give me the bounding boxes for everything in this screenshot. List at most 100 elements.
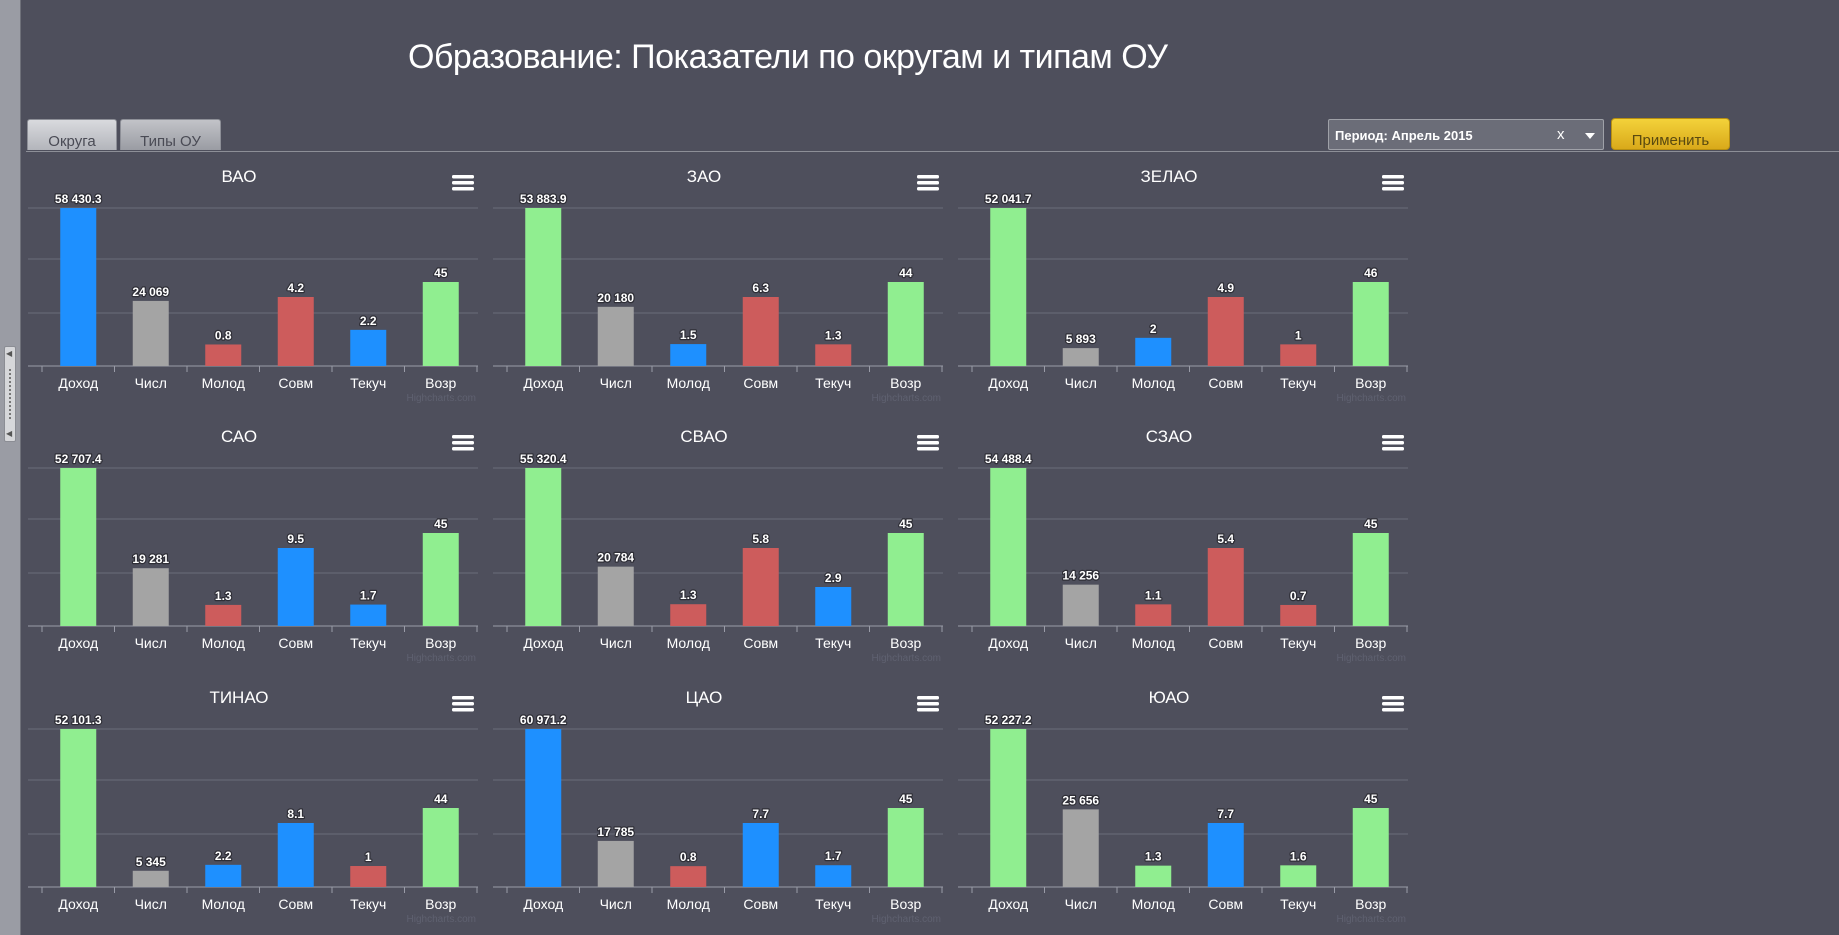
bar-Возр[interactable] <box>422 282 459 366</box>
bar-Числ[interactable] <box>597 566 634 626</box>
bar-Совм[interactable] <box>1207 823 1244 887</box>
category-label: Совм <box>278 375 313 391</box>
bar-Молод[interactable] <box>1135 337 1172 366</box>
sidebar-resize-handle[interactable]: ◀ ◀ <box>4 346 16 442</box>
bar-Молод[interactable] <box>205 344 242 366</box>
category-label: Совм <box>743 896 778 912</box>
highcharts-credit[interactable]: Highcharts.com <box>407 914 476 925</box>
bar-Доход[interactable] <box>60 729 97 887</box>
category-label: Числ <box>1065 635 1097 651</box>
highcharts-credit[interactable]: Highcharts.com <box>1337 914 1406 925</box>
bar-Молод[interactable] <box>670 344 707 366</box>
bar-Числ[interactable] <box>132 568 169 626</box>
highcharts-credit[interactable]: Highcharts.com <box>872 653 941 664</box>
bar-Доход[interactable] <box>990 468 1027 626</box>
menu-icon-line <box>917 696 939 700</box>
bar-Числ[interactable] <box>1062 584 1099 626</box>
bar-Возр[interactable] <box>1352 533 1389 626</box>
data-label: 45 <box>1364 517 1378 531</box>
period-select[interactable]: Период: Апрель 2015 x <box>1328 119 1604 150</box>
data-label: 5 893 <box>1066 332 1096 346</box>
bar-Молод[interactable] <box>1135 865 1172 887</box>
bar-Молод[interactable] <box>1135 604 1172 626</box>
category-label: Молод <box>1132 896 1175 912</box>
bar-Молод[interactable] <box>670 604 707 626</box>
bar-Текуч[interactable] <box>815 344 852 366</box>
bar-Доход[interactable] <box>525 468 562 626</box>
bar-Молод[interactable] <box>670 866 707 887</box>
menu-icon-line <box>917 702 939 706</box>
menu-icon[interactable] <box>917 175 939 191</box>
bar-Текуч[interactable] <box>350 329 387 366</box>
chevron-down-icon[interactable] <box>1585 133 1595 139</box>
bar-Совм[interactable] <box>277 297 314 366</box>
bar-Молод[interactable] <box>205 604 242 626</box>
data-label: 52 707.4 <box>55 452 102 466</box>
bar-Совм[interactable] <box>742 297 779 366</box>
bar-Текуч[interactable] <box>350 604 387 626</box>
bar-Доход[interactable] <box>990 729 1027 887</box>
chart-title: ТИНАО <box>209 688 268 707</box>
bar-Числ[interactable] <box>132 870 169 887</box>
bar-Текуч[interactable] <box>1280 604 1317 626</box>
bar-Возр[interactable] <box>1352 808 1389 887</box>
menu-icon[interactable] <box>1382 175 1404 191</box>
bar-Совм[interactable] <box>742 548 779 626</box>
bar-Числ[interactable] <box>597 840 634 887</box>
bar-Возр[interactable] <box>887 533 924 626</box>
apply-button[interactable]: Применить <box>1611 118 1730 150</box>
bar-Возр[interactable] <box>422 533 459 626</box>
data-label: 1.3 <box>215 589 232 603</box>
data-label: 5.4 <box>1217 532 1234 546</box>
category-label: Молод <box>1132 375 1175 391</box>
bar-Возр[interactable] <box>887 282 924 366</box>
bar-Молод[interactable] <box>205 864 242 887</box>
bar-Совм[interactable] <box>277 823 314 887</box>
menu-icon[interactable] <box>452 696 474 712</box>
menu-icon[interactable] <box>452 175 474 191</box>
bar-Числ[interactable] <box>1062 809 1099 887</box>
bar-Текуч[interactable] <box>1280 344 1317 366</box>
tab-okruga[interactable]: Округа <box>27 119 117 150</box>
bar-Доход[interactable] <box>525 208 562 366</box>
category-label: Возр <box>1355 896 1386 912</box>
bar-Текуч[interactable] <box>815 587 852 626</box>
bar-Текуч[interactable] <box>815 865 852 887</box>
highcharts-credit[interactable]: Highcharts.com <box>407 653 476 664</box>
menu-icon-line <box>452 175 474 179</box>
bar-Возр[interactable] <box>1352 282 1389 366</box>
menu-icon[interactable] <box>452 435 474 451</box>
category-label: Молод <box>667 896 710 912</box>
menu-icon[interactable] <box>917 435 939 451</box>
bar-Возр[interactable] <box>422 808 459 887</box>
clear-icon[interactable]: x <box>1557 126 1565 143</box>
category-label: Молод <box>667 635 710 651</box>
bar-Текуч[interactable] <box>350 866 387 887</box>
menu-icon-line <box>917 447 939 451</box>
menu-icon[interactable] <box>1382 696 1404 712</box>
menu-icon[interactable] <box>917 696 939 712</box>
highcharts-credit[interactable]: Highcharts.com <box>872 393 941 404</box>
menu-icon-line <box>917 187 939 191</box>
tab-tipy-ou[interactable]: Типы ОУ <box>120 119 221 150</box>
menu-icon-line <box>452 447 474 451</box>
bar-Числ[interactable] <box>597 306 634 366</box>
bar-Текуч[interactable] <box>1280 865 1317 887</box>
bar-Числ[interactable] <box>1062 348 1099 366</box>
bar-Совм[interactable] <box>742 823 779 887</box>
highcharts-credit[interactable]: Highcharts.com <box>407 393 476 404</box>
highcharts-credit[interactable]: Highcharts.com <box>1337 653 1406 664</box>
bar-Числ[interactable] <box>132 300 169 366</box>
bar-Доход[interactable] <box>525 729 562 887</box>
bar-Возр[interactable] <box>887 808 924 887</box>
menu-icon[interactable] <box>1382 435 1404 451</box>
bar-Доход[interactable] <box>990 208 1027 366</box>
bar-Совм[interactable] <box>1207 297 1244 366</box>
highcharts-credit[interactable]: Highcharts.com <box>872 914 941 925</box>
data-label: 5 345 <box>136 855 166 869</box>
bar-Доход[interactable] <box>60 208 97 366</box>
bar-Совм[interactable] <box>1207 548 1244 626</box>
bar-Совм[interactable] <box>277 548 314 626</box>
bar-Доход[interactable] <box>60 468 97 626</box>
highcharts-credit[interactable]: Highcharts.com <box>1337 393 1406 404</box>
